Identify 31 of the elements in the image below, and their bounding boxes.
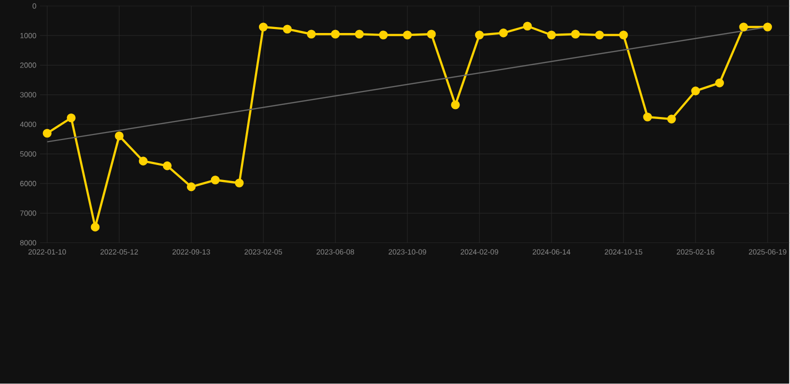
point xyxy=(547,30,556,40)
point xyxy=(619,30,628,40)
point xyxy=(451,100,460,110)
point xyxy=(643,112,652,122)
point xyxy=(667,114,676,124)
point xyxy=(234,178,244,188)
point xyxy=(475,30,484,40)
point xyxy=(739,22,748,32)
point xyxy=(427,30,436,39)
point xyxy=(186,182,196,192)
point xyxy=(571,30,580,39)
point xyxy=(691,86,700,96)
point xyxy=(210,176,220,185)
point xyxy=(763,22,772,32)
point xyxy=(378,30,388,40)
point xyxy=(66,114,76,122)
point xyxy=(715,78,724,88)
point xyxy=(42,129,52,138)
point xyxy=(258,22,268,32)
point xyxy=(90,222,100,232)
point xyxy=(499,28,508,38)
point xyxy=(330,30,340,39)
point xyxy=(114,132,124,141)
point xyxy=(138,156,148,166)
point xyxy=(306,30,316,39)
point xyxy=(162,162,172,170)
point xyxy=(354,30,364,39)
point xyxy=(402,30,412,40)
point xyxy=(595,30,604,40)
point xyxy=(282,24,292,34)
point xyxy=(523,22,532,31)
